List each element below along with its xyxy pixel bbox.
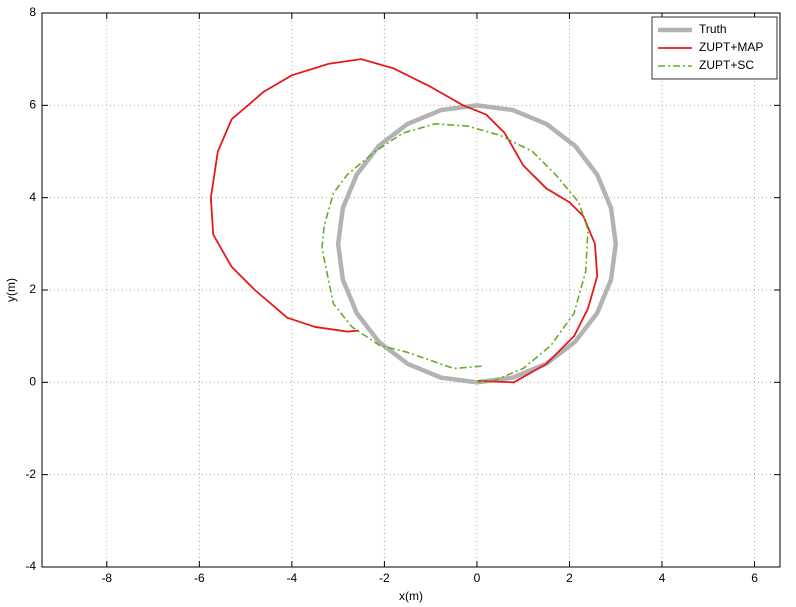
series-line <box>209 58 599 384</box>
x-tick-label: -2 <box>379 571 390 585</box>
x-tick-label: -4 <box>287 571 298 585</box>
x-tick-label: 4 <box>659 571 666 585</box>
x-tick-label: 0 <box>474 571 481 585</box>
legend: Truth ZUPT+MAP ZUPT+SC <box>651 16 778 80</box>
legend-label: ZUPT+MAP <box>699 40 763 54</box>
series-line <box>335 103 618 385</box>
x-axis-label: x(m) <box>399 589 423 603</box>
y-tick-label: 0 <box>29 375 36 389</box>
plot-frame <box>41 12 781 568</box>
y-tick-label: -4 <box>25 559 36 573</box>
y-tick-label: 6 <box>29 98 36 112</box>
y-tick-label: 4 <box>29 190 36 204</box>
x-tick-label: 2 <box>566 571 573 585</box>
legend-label: ZUPT+SC <box>699 58 754 72</box>
y-tick-label: 8 <box>29 5 36 19</box>
x-tick-label: -8 <box>101 571 112 585</box>
x-tick-label: -6 <box>194 571 205 585</box>
x-tick-label: 6 <box>751 571 758 585</box>
y-tick-label: -2 <box>25 467 36 481</box>
y-tick-label: 2 <box>29 282 36 296</box>
legend-label: Truth <box>699 22 727 36</box>
series-line <box>321 123 589 384</box>
y-axis-label: y(m) <box>4 278 18 302</box>
